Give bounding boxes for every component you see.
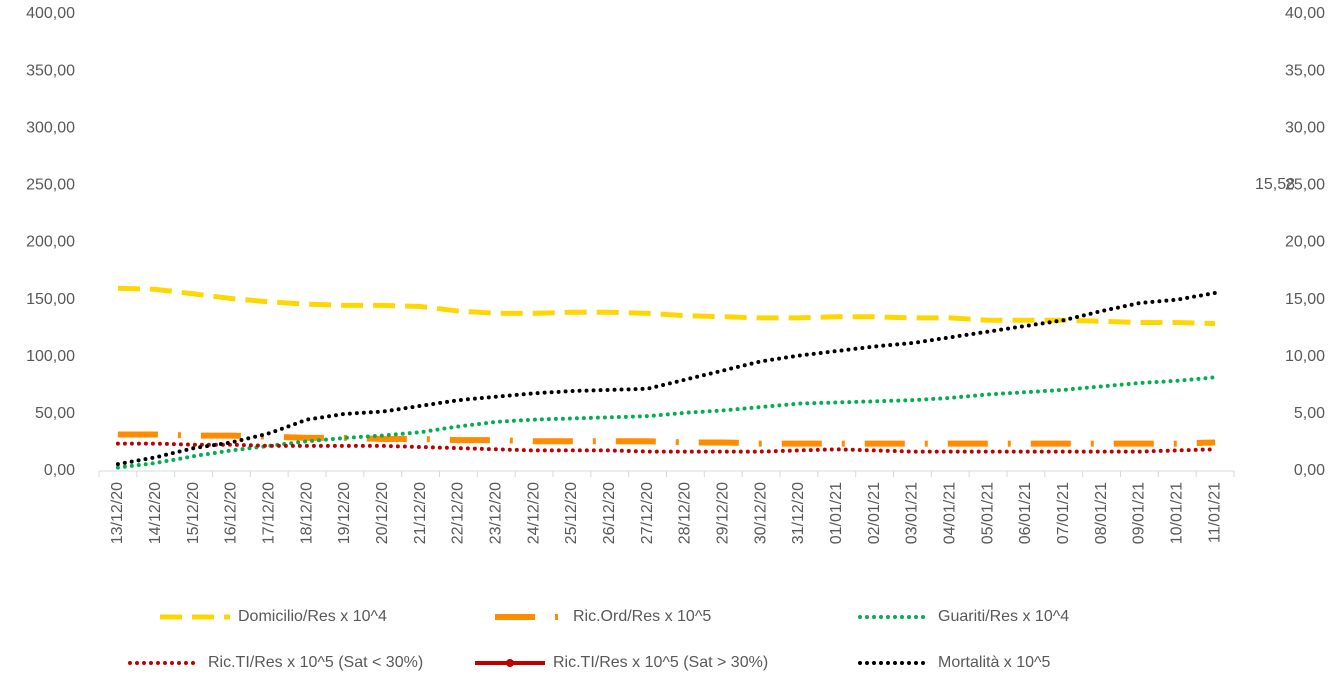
x-tick-label: 08/01/21: [1093, 482, 1110, 544]
x-tick-label: 16/12/20: [223, 482, 240, 544]
x-tick-label: 17/12/20: [260, 482, 277, 544]
x-tick-label: 11/01/21: [1206, 482, 1223, 543]
series-line: [117, 431, 1216, 447]
y-tick-label: 350,00: [26, 62, 75, 79]
y2-tick-label: 35,00: [1285, 62, 1325, 79]
y-tick-label: 200,00: [26, 234, 75, 251]
y2-tick-label: 25,00: [1285, 177, 1325, 194]
y-tick-label: 400,00: [26, 5, 75, 22]
legend-label: Mortalità x 10^5: [938, 654, 1051, 671]
series-line: [115, 375, 1218, 470]
series-line: [115, 441, 1218, 454]
x-tick-label: 25/12/20: [563, 482, 580, 544]
x-tick-label: 22/12/20: [450, 482, 467, 544]
x-tick-label: 21/12/20: [412, 482, 429, 544]
x-tick-label: 19/12/20: [336, 482, 353, 544]
annotation: 15,58: [1255, 176, 1295, 193]
y-tick-label: 150,00: [26, 291, 75, 308]
x-tick-label: 03/01/21: [904, 482, 921, 544]
x-tick-label: 07/01/21: [1055, 482, 1072, 544]
x-tick-label: 05/01/21: [979, 482, 996, 544]
x-tick-label: 26/12/20: [601, 482, 618, 544]
x-tick-label: 09/01/21: [1131, 482, 1148, 544]
legend-label: Ric.TI/Res x 10^5 (Sat < 30%): [208, 654, 423, 671]
legend-label: Ric.TI/Res x 10^5 (Sat > 30%): [553, 654, 768, 671]
y2-tick-label: 0,00: [1294, 462, 1325, 479]
x-tick-label: 23/12/20: [487, 482, 504, 544]
y2-tick-label: 30,00: [1285, 119, 1325, 136]
x-tick-label: 02/01/21: [866, 482, 883, 544]
x-tick-label: 14/12/20: [147, 482, 164, 544]
y-tick-label: 250,00: [26, 177, 75, 194]
legend-label: Guariti/Res x 10^4: [938, 608, 1069, 625]
x-tick-label: 06/01/21: [1017, 482, 1034, 544]
x-tick-label: 20/12/20: [374, 482, 391, 544]
legend-marker: [506, 659, 514, 667]
x-tick-label: 10/01/21: [1168, 482, 1185, 544]
legend-label: Domicilio/Res x 10^4: [238, 608, 387, 625]
x-tick-label: 18/12/20: [298, 482, 315, 544]
y-tick-label: 300,00: [26, 119, 75, 136]
legend-label: Ric.Ord/Res x 10^5: [573, 608, 711, 625]
x-tick-label: 15/12/20: [185, 482, 202, 544]
y2-tick-label: 15,00: [1285, 291, 1325, 308]
y2-tick-label: 20,00: [1285, 234, 1325, 251]
x-tick-label: 01/01/21: [828, 482, 845, 544]
x-tick-label: 13/12/20: [109, 482, 126, 544]
x-tick-label: 04/01/21: [941, 482, 958, 544]
x-tick-label: 27/12/20: [639, 482, 656, 544]
x-tick-label: 28/12/20: [677, 482, 694, 544]
x-tick-label: 24/12/20: [525, 482, 542, 544]
y2-tick-label: 10,00: [1285, 348, 1325, 365]
x-tick-label: 31/12/20: [790, 482, 807, 544]
x-tick-label: 29/12/20: [714, 482, 731, 544]
y2-tick-label: 40,00: [1285, 5, 1325, 22]
y-tick-label: 100,00: [26, 348, 75, 365]
y-tick-label: 0,00: [44, 462, 75, 479]
series-line: [117, 285, 1216, 327]
series-line: [115, 290, 1218, 467]
x-tick-label: 30/12/20: [752, 482, 769, 544]
y-tick-label: 50,00: [35, 405, 75, 422]
y2-tick-label: 5,00: [1294, 405, 1325, 422]
